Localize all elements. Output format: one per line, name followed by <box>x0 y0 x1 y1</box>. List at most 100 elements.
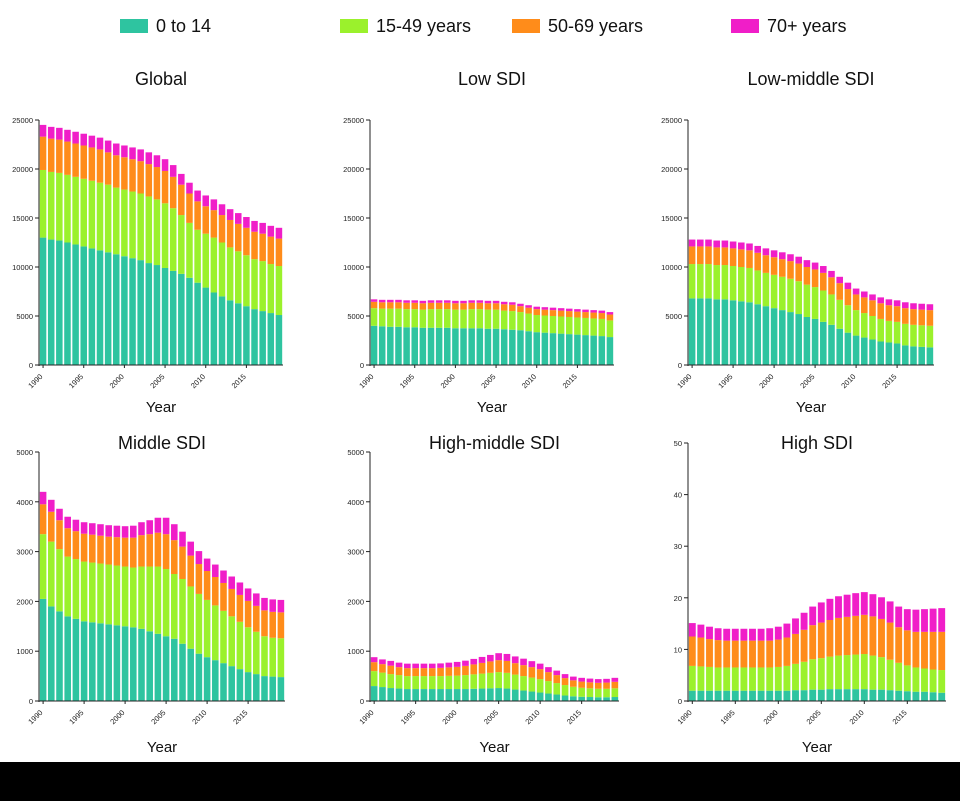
bar-segment <box>153 265 161 365</box>
bar-segment <box>130 525 137 538</box>
bar-segment <box>212 577 219 606</box>
bar-segment <box>105 564 112 625</box>
bar-segment <box>817 658 825 690</box>
bar-segment <box>740 640 748 668</box>
bar-segment <box>428 676 436 690</box>
bar-segment <box>39 491 47 505</box>
bar-segment <box>226 300 234 365</box>
y-tick-label: 30 <box>674 542 682 551</box>
bar-segment <box>586 682 594 689</box>
bar-segment <box>578 687 585 697</box>
bar-segment <box>792 618 799 634</box>
bar-segment <box>89 622 96 701</box>
y-tick-label: 50 <box>674 439 682 448</box>
bar-segment <box>520 690 527 701</box>
bar-segment <box>39 237 47 365</box>
bar-segment <box>836 276 843 284</box>
bar-segment <box>72 244 79 365</box>
bar-segment <box>800 612 808 630</box>
bar-segment <box>754 252 761 271</box>
x-tick-label: 2000 <box>762 708 780 726</box>
x-tick-label: 2015 <box>561 372 579 390</box>
bar-segment <box>902 323 909 346</box>
bar-segment <box>740 690 748 701</box>
bar-segment <box>570 676 577 681</box>
bar-segment <box>478 673 486 689</box>
bar-segment <box>444 300 451 303</box>
bar-segment <box>586 678 594 683</box>
chart-panel: Low-middle SDI 0 5000 10000 15000 20000 25000 1… <box>661 69 934 416</box>
bar-segment <box>545 672 552 682</box>
bar-segment <box>64 516 71 529</box>
bar-segment <box>606 320 614 338</box>
bar-segment <box>525 331 532 365</box>
y-tick-label: 20000 <box>343 165 364 174</box>
bar-segment <box>511 674 519 690</box>
bar-segment <box>536 692 544 701</box>
bar-segment <box>729 300 737 365</box>
bar-segment <box>500 301 508 305</box>
bar-segment <box>566 316 573 335</box>
bar-segment <box>97 535 104 564</box>
bar-segment <box>259 261 266 312</box>
bar-segment <box>492 328 500 365</box>
bar-segment <box>370 662 378 672</box>
y-tick-label: 5000 <box>16 312 33 321</box>
bar-segment <box>462 665 469 676</box>
bar-segment <box>770 308 778 365</box>
bar-segment <box>770 250 778 258</box>
bar-segment <box>104 152 112 185</box>
bar-segment <box>412 663 419 669</box>
bar-segment <box>525 305 532 308</box>
bar-segment <box>97 563 104 624</box>
bar-segment <box>251 309 258 365</box>
bar-segment <box>517 312 524 331</box>
bar-segment <box>574 334 581 365</box>
bar-segment <box>468 328 475 365</box>
bar-segment <box>161 267 169 365</box>
bar-segment <box>113 155 120 188</box>
bar-segment <box>578 677 585 682</box>
bar-segment <box>171 638 178 701</box>
bar-segment <box>566 334 573 365</box>
bar-segment <box>104 252 112 365</box>
bar-segment <box>820 290 827 322</box>
bar-segment <box>462 675 469 690</box>
bar-segment <box>877 297 884 304</box>
bar-segment <box>452 300 459 304</box>
bar-segment <box>918 309 925 326</box>
bar-segment <box>411 309 418 328</box>
y-tick-label: 5000 <box>665 312 682 321</box>
x-tick-label: 1995 <box>716 372 734 390</box>
bar-segment <box>80 145 87 179</box>
bar-segment <box>80 621 88 701</box>
bar-segment <box>48 499 55 512</box>
bar-segment <box>731 667 739 691</box>
bar-segment <box>187 648 194 701</box>
x-tick-label: 2010 <box>190 708 208 726</box>
bar-segment <box>195 564 203 594</box>
bar-segment <box>746 302 753 365</box>
bar-segment <box>186 222 193 278</box>
bar-segment <box>105 525 112 537</box>
bar-segment <box>420 668 428 677</box>
bar-segment <box>910 324 917 347</box>
bar-segment <box>749 690 756 701</box>
bar-segment <box>723 667 731 691</box>
bar-segment <box>852 689 860 701</box>
bar-segment <box>926 304 934 311</box>
x-tick-label: 1990 <box>357 372 375 390</box>
bar-segment <box>528 667 536 678</box>
bar-segment <box>852 335 860 365</box>
bar-segment <box>574 317 581 335</box>
y-tick-label: 0 <box>360 361 364 370</box>
bar-segment <box>48 606 55 701</box>
bar-segment <box>536 663 544 670</box>
legend-swatch <box>512 19 540 33</box>
bar-segment <box>484 303 492 310</box>
bar-segment <box>757 628 765 641</box>
bar-segment <box>39 169 47 238</box>
bar-segment <box>470 664 478 675</box>
bar-segment <box>64 129 71 142</box>
